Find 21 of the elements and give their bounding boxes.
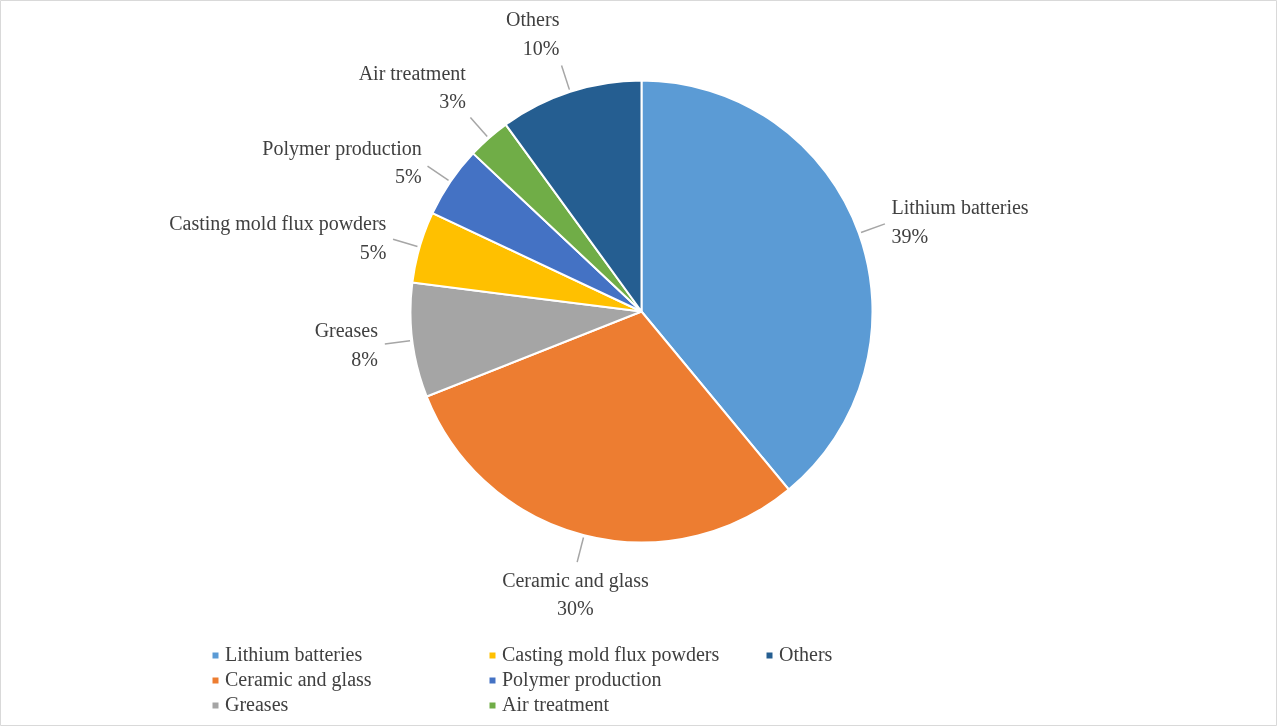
slice-label: Others [506, 8, 560, 31]
legend-label: Polymer production [502, 668, 663, 691]
data-label: 5% [395, 165, 422, 188]
data-label: 5% [359, 240, 387, 263]
slice-label: Polymer production [262, 136, 422, 160]
slice-label: Air treatment [358, 61, 467, 84]
legend-label: Others [779, 643, 834, 666]
slice-label: Lithium batteries [891, 196, 1029, 219]
data-label: 10% [522, 36, 560, 59]
legend-label: Greases [225, 693, 290, 716]
slice-label: Ceramic and glass [502, 568, 649, 592]
legend-label: Casting mold flux powders [502, 643, 721, 666]
legend-label: Ceramic and glass [225, 668, 373, 691]
data-label: 30% [557, 597, 594, 620]
data-label: 39% [891, 224, 929, 247]
slice-label: Greases [314, 319, 379, 342]
data-label: 3% [439, 90, 466, 113]
slice-label: Casting mold flux powders [169, 212, 387, 236]
legend-label: Lithium batteries [225, 643, 364, 666]
data-label: 8% [351, 348, 378, 371]
legend-label: Air treatment [502, 693, 611, 716]
